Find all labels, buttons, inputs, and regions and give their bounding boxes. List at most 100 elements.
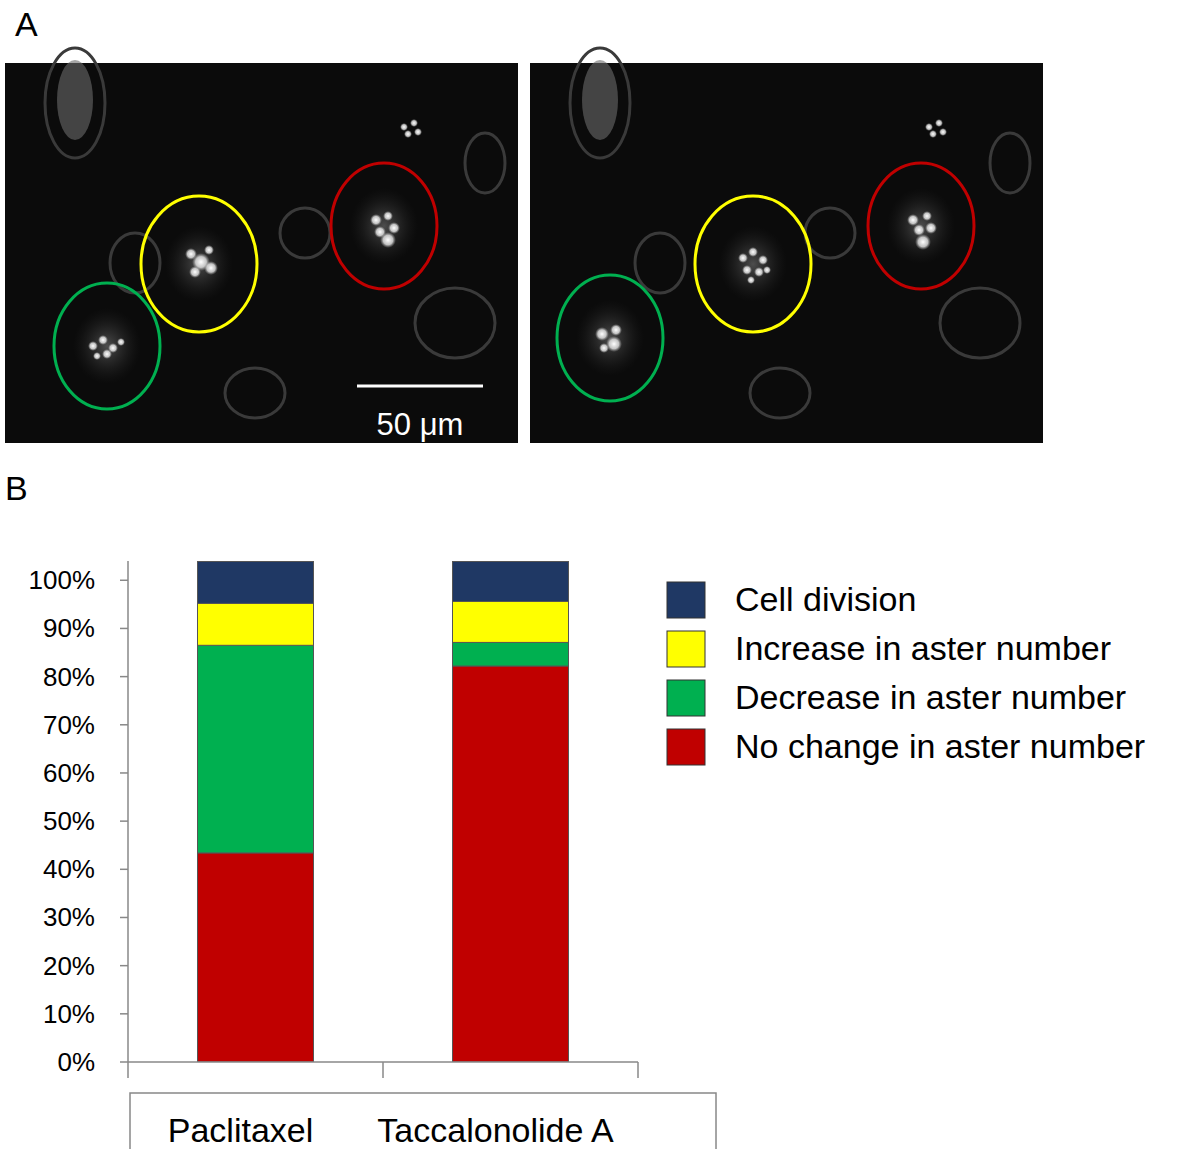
bar-segment [453,561,569,601]
y-tick-label: 20% [43,951,95,981]
y-tick-label: 90% [43,613,95,643]
aster [763,266,771,274]
cell-body [576,300,644,376]
faint-cell [805,208,855,258]
aster [204,245,214,255]
panel-label: A [15,5,38,43]
cell-outline [331,163,437,289]
aster [93,352,101,360]
y-tick-label: 80% [43,662,95,692]
y-tick-label: 70% [43,710,95,740]
scale-bar [357,385,483,388]
cell-outline [141,196,257,332]
y-tick [120,1061,128,1063]
cell-outline [868,163,974,289]
aster [939,128,947,136]
faint-cell [940,288,1020,358]
y-tick [120,917,128,919]
bars [198,561,569,1062]
aster [400,123,408,131]
faint-cell [990,133,1030,193]
y-tick-label: 30% [43,902,95,932]
legend-swatch [667,729,705,765]
y-tick [120,580,128,582]
category-box [130,1093,716,1149]
aster [404,130,412,138]
bar-segment [198,603,314,645]
aster [595,327,609,341]
aster [98,335,108,345]
aster [738,253,748,263]
aster [410,119,418,127]
bar-segment [198,853,314,1062]
faint-cell [280,208,330,258]
legend-swatch [667,680,705,716]
y-tick [120,820,128,822]
y-tick [120,772,128,774]
legend-label: Decrease in aster number [735,678,1126,716]
faint-cell [415,288,495,358]
faint-cell [635,233,685,293]
x-tick-label: Paclitaxel [168,1111,314,1149]
y-tick [120,628,128,630]
aster [383,211,393,221]
micrograph [5,48,518,443]
faint-cell [45,48,105,158]
y-tick-label: 40% [43,854,95,884]
bar-segment [198,561,314,603]
aster [748,247,758,257]
aster [388,222,400,234]
x-divider [127,1062,129,1078]
aster [935,119,943,127]
panel-label: B [5,469,28,507]
aster [747,276,755,284]
legend: Cell divisionIncrease in aster numberDec… [667,580,1145,765]
bar-segment [453,601,569,642]
aster [599,343,609,353]
y-tick [120,724,128,726]
bar-segment [453,642,569,666]
cell-outline [557,275,663,401]
aster [915,234,931,250]
x-tick-label: Taccalonolide A [377,1111,614,1149]
y-tick-label: 60% [43,758,95,788]
faint-cell [570,48,630,158]
legend-swatch [667,631,705,667]
legend-label: Cell division [735,580,916,618]
aster [925,222,937,234]
aster [204,261,218,275]
aster [929,130,937,138]
aster [754,267,764,277]
scale-bar-label: 50 μm [377,407,464,442]
aster [925,123,933,131]
bar-segment [453,666,569,1062]
aster [117,338,125,346]
aster [742,265,752,275]
y-axis [127,561,129,1062]
bright-cell [57,60,93,140]
y-tick [120,676,128,678]
y-tick-label: 10% [43,999,95,1029]
aster [102,349,112,359]
cell-body [887,188,955,264]
aster [88,341,98,351]
cell-body [73,308,141,384]
x-divider [382,1062,384,1078]
faint-cell [225,368,285,418]
aster [189,266,201,278]
aster [922,211,932,221]
faint-cell [750,368,810,418]
faint-cell [465,133,505,193]
aster [758,255,768,265]
y-tick-label: 50% [43,806,95,836]
bright-cell [582,60,618,140]
figure: A50 μmB0%10%20%30%40%50%60%70%80%90%100%… [0,0,1200,1149]
cell-body [165,226,233,302]
aster [370,214,382,226]
x-divider [637,1062,639,1078]
y-tick-label: 0% [57,1047,95,1077]
cell-body [350,188,418,264]
aster [380,232,396,248]
aster [610,324,622,336]
legend-label: No change in aster number [735,727,1145,765]
